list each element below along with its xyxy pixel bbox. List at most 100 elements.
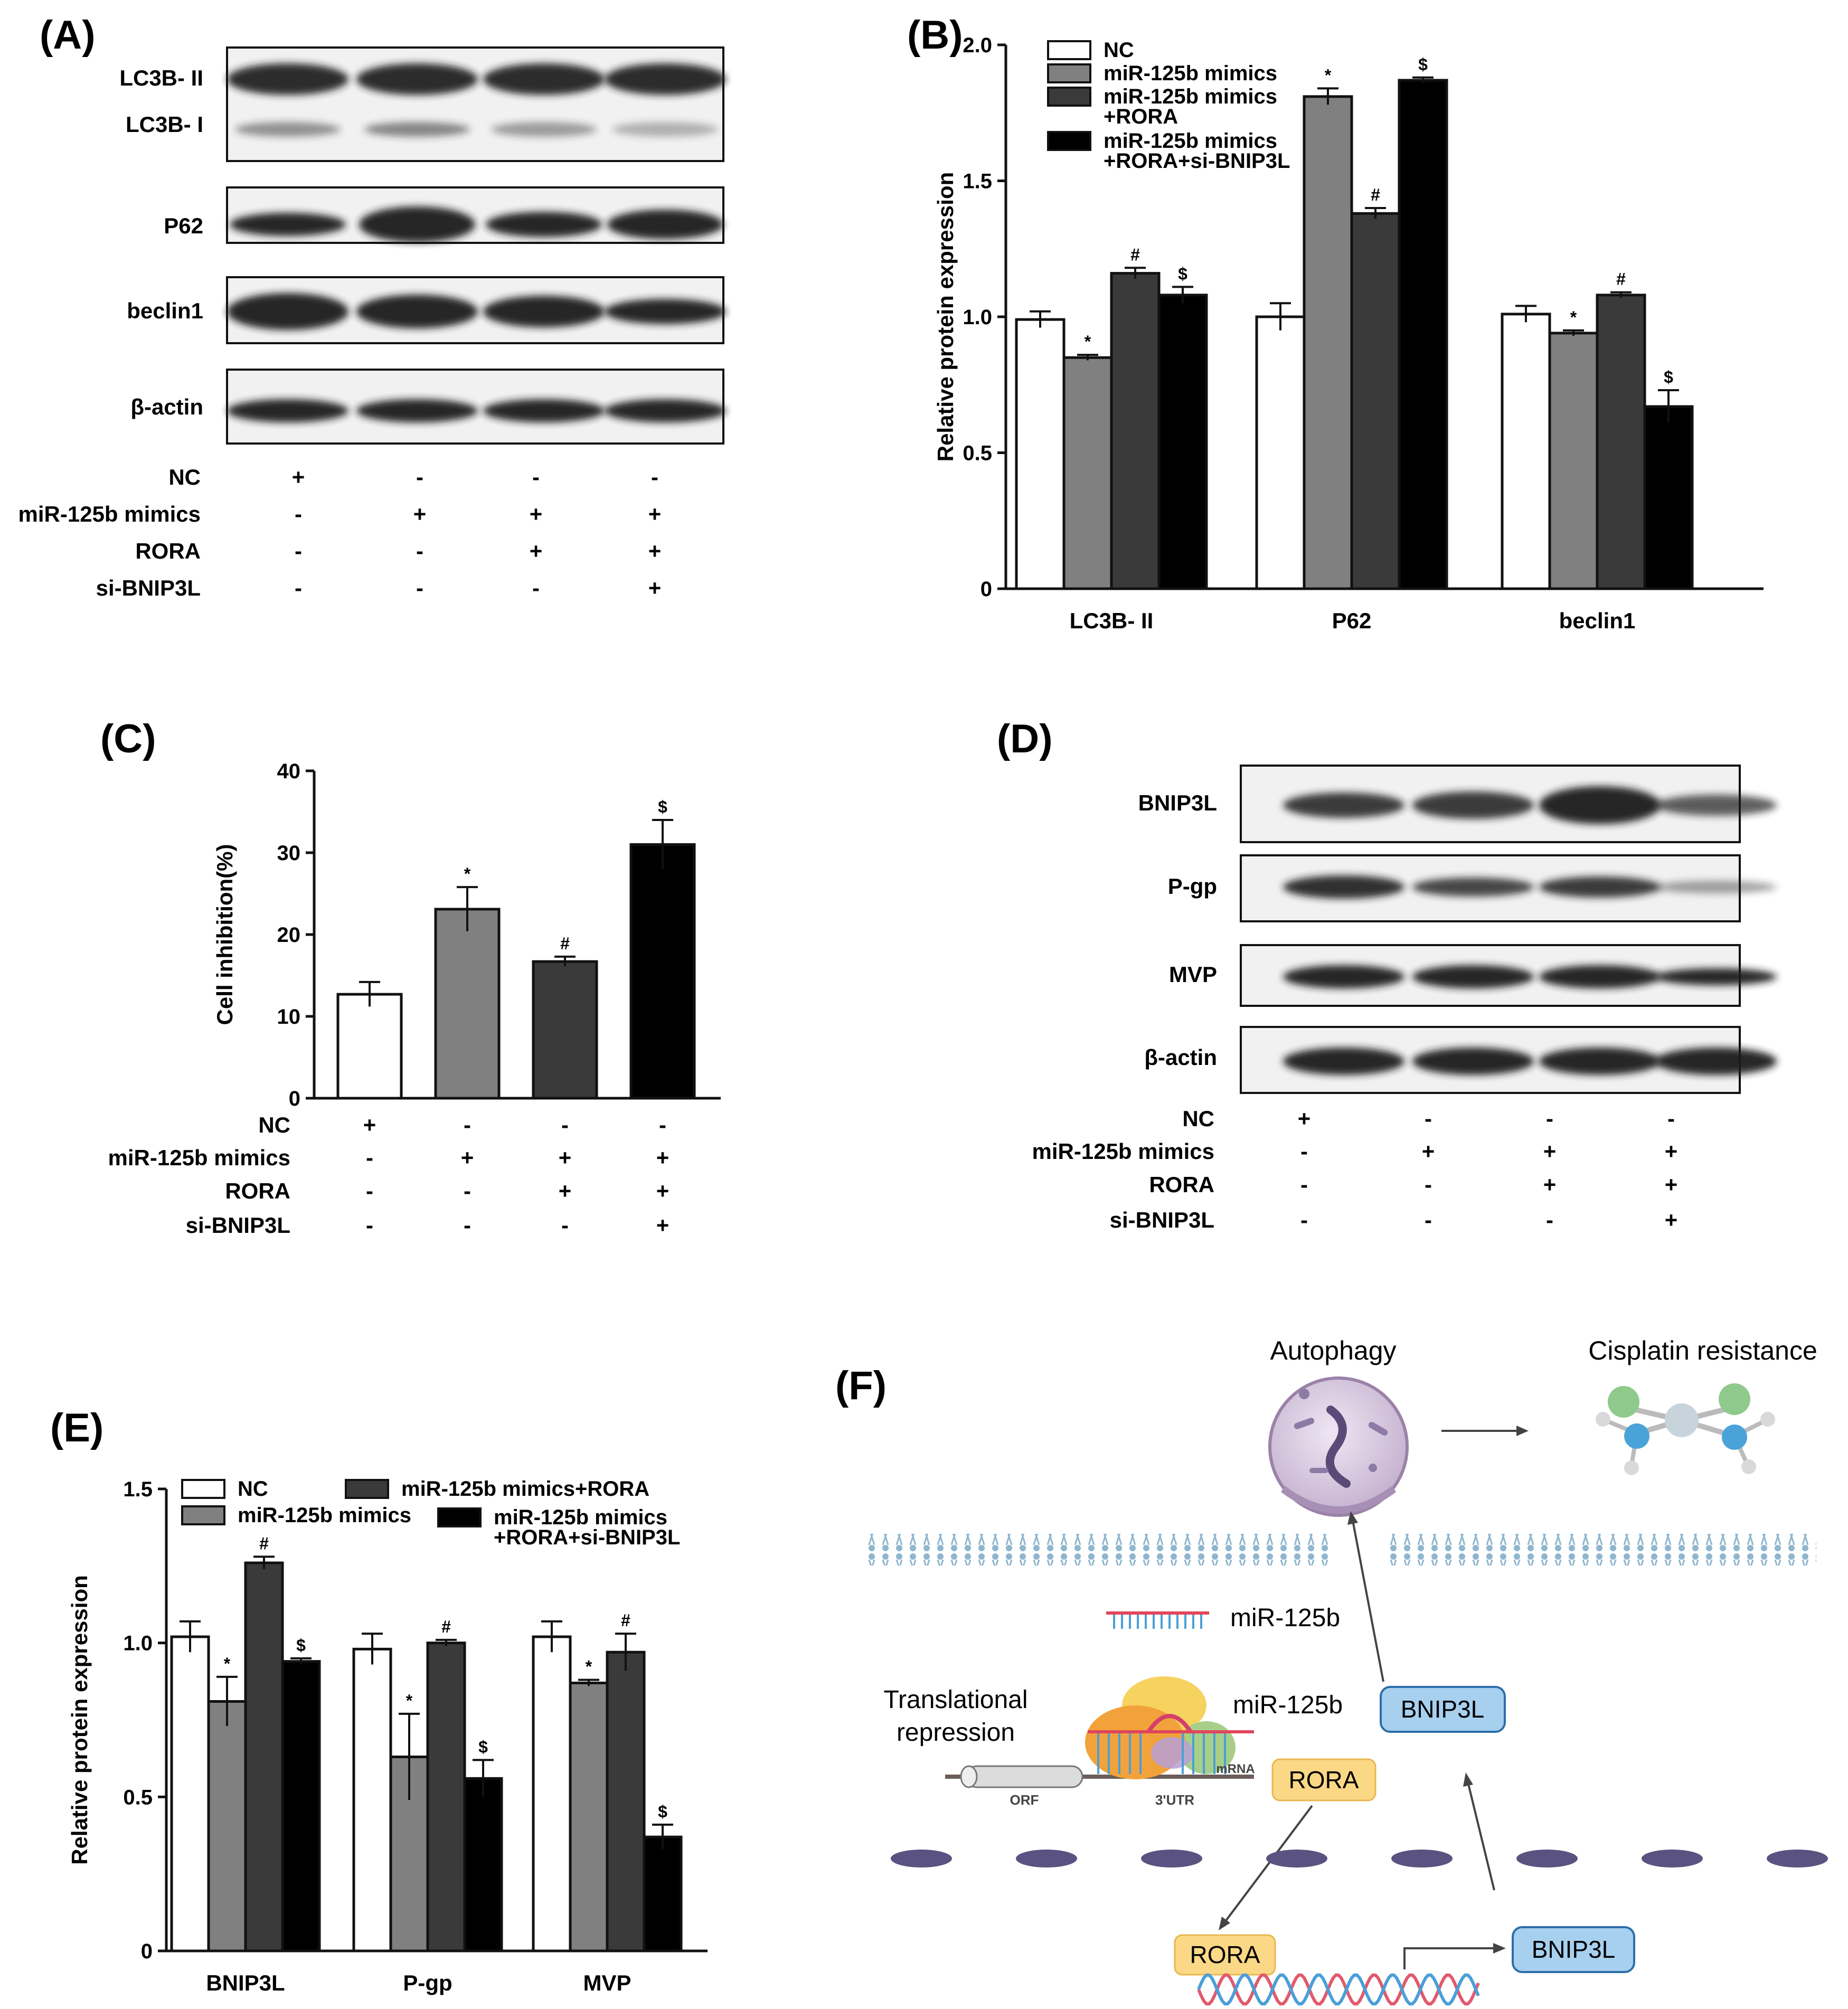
y-axis-label: Relative protein expression — [67, 1575, 92, 1865]
panel-b: (B) 0 0.5 1.0 1.5 2.0 Relative protein expres… — [907, 13, 1764, 633]
condition-label: NC — [168, 465, 201, 489]
utr-label: 3'UTR — [1155, 1792, 1194, 1808]
condition-mark: - — [532, 465, 540, 489]
bar — [1303, 95, 1353, 590]
y-tick-label: 0.5 — [123, 1786, 153, 1809]
condition-mark: + — [648, 576, 662, 600]
western-blot-d — [1240, 765, 1777, 1094]
blot-band — [1655, 1048, 1777, 1075]
condition-mark: - — [1425, 1106, 1432, 1131]
arrow-rora-to-nucleus — [1219, 1805, 1313, 1930]
cisplatin-molecule-icon — [1596, 1383, 1775, 1475]
x-category-label: beclin1 — [1559, 608, 1636, 633]
condition-mark: - — [416, 465, 423, 489]
blot-band — [612, 122, 718, 137]
bar — [1062, 356, 1113, 590]
nuclear-pore — [1016, 1850, 1077, 1867]
y-tick-label: 0 — [980, 578, 992, 601]
bar — [1548, 332, 1599, 590]
condition-label: RORA — [135, 539, 201, 563]
nuclear-pore — [1767, 1850, 1828, 1867]
rora-label-1: RORA — [1289, 1766, 1359, 1794]
condition-label: RORA — [1149, 1172, 1214, 1197]
blot-band — [483, 399, 605, 422]
blot-lc3b — [226, 46, 726, 162]
cell-membrane-right — [1386, 1534, 1816, 1565]
significance-mark: $ — [1664, 367, 1673, 386]
condition-mark: + — [656, 1178, 670, 1203]
nuclear-pore — [891, 1850, 952, 1867]
x-category-label: P-gp — [403, 1970, 452, 1995]
condition-mark: + — [648, 539, 662, 563]
bar — [1643, 405, 1694, 590]
condition-mark: - — [416, 539, 423, 563]
condition-mark: + — [413, 502, 427, 526]
significance-mark: * — [406, 1691, 413, 1710]
legend-swatch — [1047, 40, 1091, 60]
x-category-label: BNIP3L — [206, 1970, 285, 1995]
bar-chart-c: 0 10 20 30 40 Cell inhibition(%) * # $ — [212, 760, 721, 1110]
bar — [207, 1700, 247, 1953]
blot-beclin1 — [226, 276, 726, 344]
panel-letter-f: (F) — [835, 1363, 887, 1408]
bar — [629, 843, 696, 1100]
blot-band — [359, 206, 475, 242]
blot-band — [227, 63, 348, 95]
bar — [352, 1647, 392, 1953]
bar — [336, 993, 403, 1100]
condition-label: si-BNIP3L — [1110, 1208, 1214, 1232]
bar — [532, 960, 598, 1100]
blot-band — [1412, 878, 1534, 897]
y-tick-label: 2.0 — [963, 34, 992, 57]
condition-label: miR-125b mimics — [1032, 1139, 1214, 1164]
blot-band — [607, 210, 723, 239]
y-tick-label: 0 — [141, 1940, 153, 1963]
bar — [643, 1835, 683, 1953]
bnip3l-box-mid — [1380, 1686, 1506, 1733]
condition-mark: - — [295, 539, 302, 563]
y-tick-label: 1.5 — [963, 170, 992, 193]
legend-label: +RORA — [1104, 105, 1178, 128]
arrow-transcription — [1403, 1943, 1506, 1969]
significance-mark: $ — [1178, 264, 1187, 283]
condition-mark: - — [464, 1213, 471, 1238]
condition-mark: - — [1425, 1208, 1432, 1232]
panel-letter-d: (D) — [997, 716, 1053, 761]
condition-mark: + — [656, 1145, 670, 1170]
significance-mark: # — [441, 1617, 451, 1636]
legend-swatch — [181, 1505, 225, 1525]
mirna-label-top: miR-125b — [1230, 1604, 1340, 1632]
blot-band — [1283, 965, 1404, 988]
panel-e: (E) 0 0.5 1.0 1.5 Relative protein expressio… — [50, 1406, 708, 1995]
y-tick-label: 10 — [277, 1005, 301, 1029]
legend-label: miR-125b mimics — [1104, 129, 1277, 153]
legend-label: NC — [1104, 39, 1134, 62]
blot-labels-d: BNIP3L P-gp MVP β-actin — [1138, 790, 1217, 1070]
panel-d: (D) BNIP3L P-gp MVP β-actin NC + - - - miR-125b … — [997, 716, 1777, 1232]
panel-letter-a: (A) — [40, 13, 96, 58]
blot-band — [1283, 875, 1404, 899]
condition-mark: - — [1546, 1208, 1553, 1232]
significance-mark: * — [1325, 65, 1332, 84]
y-tick-label: 0.5 — [963, 442, 992, 465]
blot-band — [1539, 876, 1661, 898]
condition-mark: + — [1665, 1172, 1678, 1197]
condition-mark: + — [559, 1178, 572, 1203]
blot-actin-a — [226, 369, 726, 445]
blot-band — [605, 299, 726, 324]
blot-band — [605, 63, 726, 95]
y-tick-label: 20 — [277, 923, 301, 947]
condition-mark: + — [1543, 1139, 1557, 1164]
condition-mark: - — [366, 1213, 373, 1238]
bar — [281, 1660, 321, 1953]
significance-mark: # — [1616, 270, 1626, 289]
condition-label: NC — [258, 1112, 290, 1137]
blot-band — [227, 399, 348, 422]
legend-label: miR-125b mimics — [494, 1506, 667, 1529]
significance-mark: $ — [296, 1636, 306, 1655]
condition-label: si-BNIP3L — [186, 1213, 290, 1238]
condition-mark: - — [532, 576, 540, 600]
legend-label: miR-125b mimics+RORA — [401, 1477, 649, 1501]
bar — [170, 1635, 210, 1953]
blot-p62 — [226, 186, 724, 244]
